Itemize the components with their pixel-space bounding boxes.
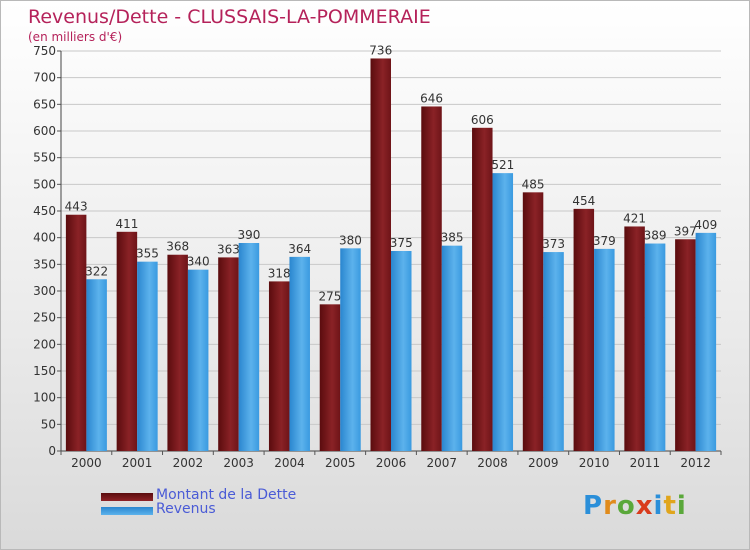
data-label-debt: 421 <box>623 211 646 225</box>
y-tick-label: 650 <box>33 97 56 111</box>
data-label-debt: 318 <box>268 266 291 280</box>
data-label-debt: 736 <box>369 43 392 57</box>
logo-letter: o <box>616 491 636 521</box>
x-tick-label: 2003 <box>223 456 254 470</box>
bar-revenue <box>695 232 717 451</box>
data-label-debt: 606 <box>471 113 494 127</box>
y-tick-label: 400 <box>33 231 56 245</box>
logo-letter: P <box>583 491 604 521</box>
bar-debt <box>319 304 341 451</box>
bar-debt <box>65 214 87 451</box>
data-label-debt: 368 <box>166 240 189 254</box>
proxiti-logo: Proxiti <box>583 491 687 521</box>
legend-swatch-revenue <box>101 507 153 515</box>
bar-revenue <box>238 243 260 451</box>
bar-debt <box>675 239 696 451</box>
logo-letter: i <box>676 491 687 521</box>
x-tick-label: 2010 <box>579 456 610 470</box>
data-label-debt: 646 <box>420 91 443 105</box>
x-tick-label: 2002 <box>173 456 204 470</box>
data-label-revenue: 409 <box>694 218 717 232</box>
data-label-revenue: 375 <box>390 236 413 250</box>
data-label-revenue: 373 <box>542 237 565 251</box>
y-tick-label: 550 <box>33 151 56 165</box>
x-tick-label: 2005 <box>325 456 356 470</box>
bar-debt <box>472 127 493 452</box>
y-tick-label: 600 <box>33 124 56 138</box>
bar-revenue <box>340 248 361 451</box>
y-tick-label: 150 <box>33 364 56 378</box>
bar-debt <box>421 106 442 451</box>
legend-label-debt: Montant de la Dette <box>156 487 297 503</box>
legend-label-revenue: Revenus <box>156 501 216 517</box>
y-tick-label: 200 <box>33 337 56 351</box>
y-tick-label: 700 <box>33 71 56 85</box>
y-tick-label: 350 <box>33 257 56 271</box>
chart-subtitle: (en milliers d'€) <box>28 30 123 44</box>
logo-letter: i <box>653 491 664 521</box>
data-label-debt: 485 <box>522 177 545 191</box>
y-tick-label: 50 <box>41 417 56 431</box>
x-tick-label: 2000 <box>71 456 102 470</box>
data-label-revenue: 355 <box>136 247 159 261</box>
data-label-revenue: 389 <box>644 229 667 243</box>
data-label-revenue: 322 <box>85 264 108 278</box>
bar-revenue <box>441 245 463 451</box>
bar-revenue <box>137 261 158 451</box>
data-label-revenue: 380 <box>339 233 362 247</box>
bar-debt <box>573 208 595 451</box>
x-tick-label: 2009 <box>528 456 559 470</box>
y-tick-label: 250 <box>33 311 56 325</box>
data-label-revenue: 340 <box>187 255 210 269</box>
data-label-debt: 443 <box>65 200 88 214</box>
data-label-revenue: 385 <box>441 231 464 245</box>
bar-debt <box>116 231 138 451</box>
x-tick-label: 2006 <box>376 456 407 470</box>
data-label-debt: 363 <box>217 242 240 256</box>
logo-letter: t <box>663 491 677 521</box>
bar-revenue <box>644 243 666 451</box>
chart-title: Revenus/Dette - CLUSSAIS-LA-POMMERAIE <box>28 6 431 28</box>
bar-revenue <box>86 279 107 451</box>
y-tick-label: 0 <box>48 444 56 458</box>
logo-letter: r <box>603 491 617 521</box>
data-label-debt: 411 <box>115 217 138 231</box>
data-label-revenue: 379 <box>593 234 616 248</box>
data-label-revenue: 390 <box>237 228 260 242</box>
logo-letter: x <box>635 491 654 521</box>
bar-debt <box>522 192 544 452</box>
legend-swatch-debt <box>101 493 153 501</box>
bar-debt <box>370 58 391 451</box>
y-tick-label: 100 <box>33 391 56 405</box>
data-label-revenue: 521 <box>491 158 514 172</box>
bar-debt <box>167 254 188 451</box>
bar-debt <box>268 281 290 451</box>
x-tick-label: 2007 <box>426 456 457 470</box>
data-label-debt: 397 <box>674 224 697 238</box>
x-tick-label: 2011 <box>630 456 661 470</box>
y-tick-label: 750 <box>33 44 56 58</box>
y-tick-label: 450 <box>33 204 56 218</box>
y-tick-label: 500 <box>33 177 56 191</box>
bar-revenue <box>543 252 564 451</box>
x-tick-label: 2001 <box>122 456 153 470</box>
bar-revenue <box>187 269 209 451</box>
bar-debt <box>218 257 239 451</box>
bar-revenue <box>391 251 412 451</box>
x-tick-label: 2008 <box>477 456 508 470</box>
data-label-debt: 275 <box>319 289 342 303</box>
y-tick-label: 300 <box>33 284 56 298</box>
data-label-debt: 454 <box>572 194 595 208</box>
x-tick-label: 2012 <box>680 456 711 470</box>
bar-debt <box>624 226 645 451</box>
x-tick-label: 2004 <box>274 456 305 470</box>
bar-revenue <box>594 248 615 451</box>
bar-revenue <box>289 256 310 451</box>
bar-revenue <box>492 173 514 451</box>
data-label-revenue: 364 <box>288 242 311 256</box>
